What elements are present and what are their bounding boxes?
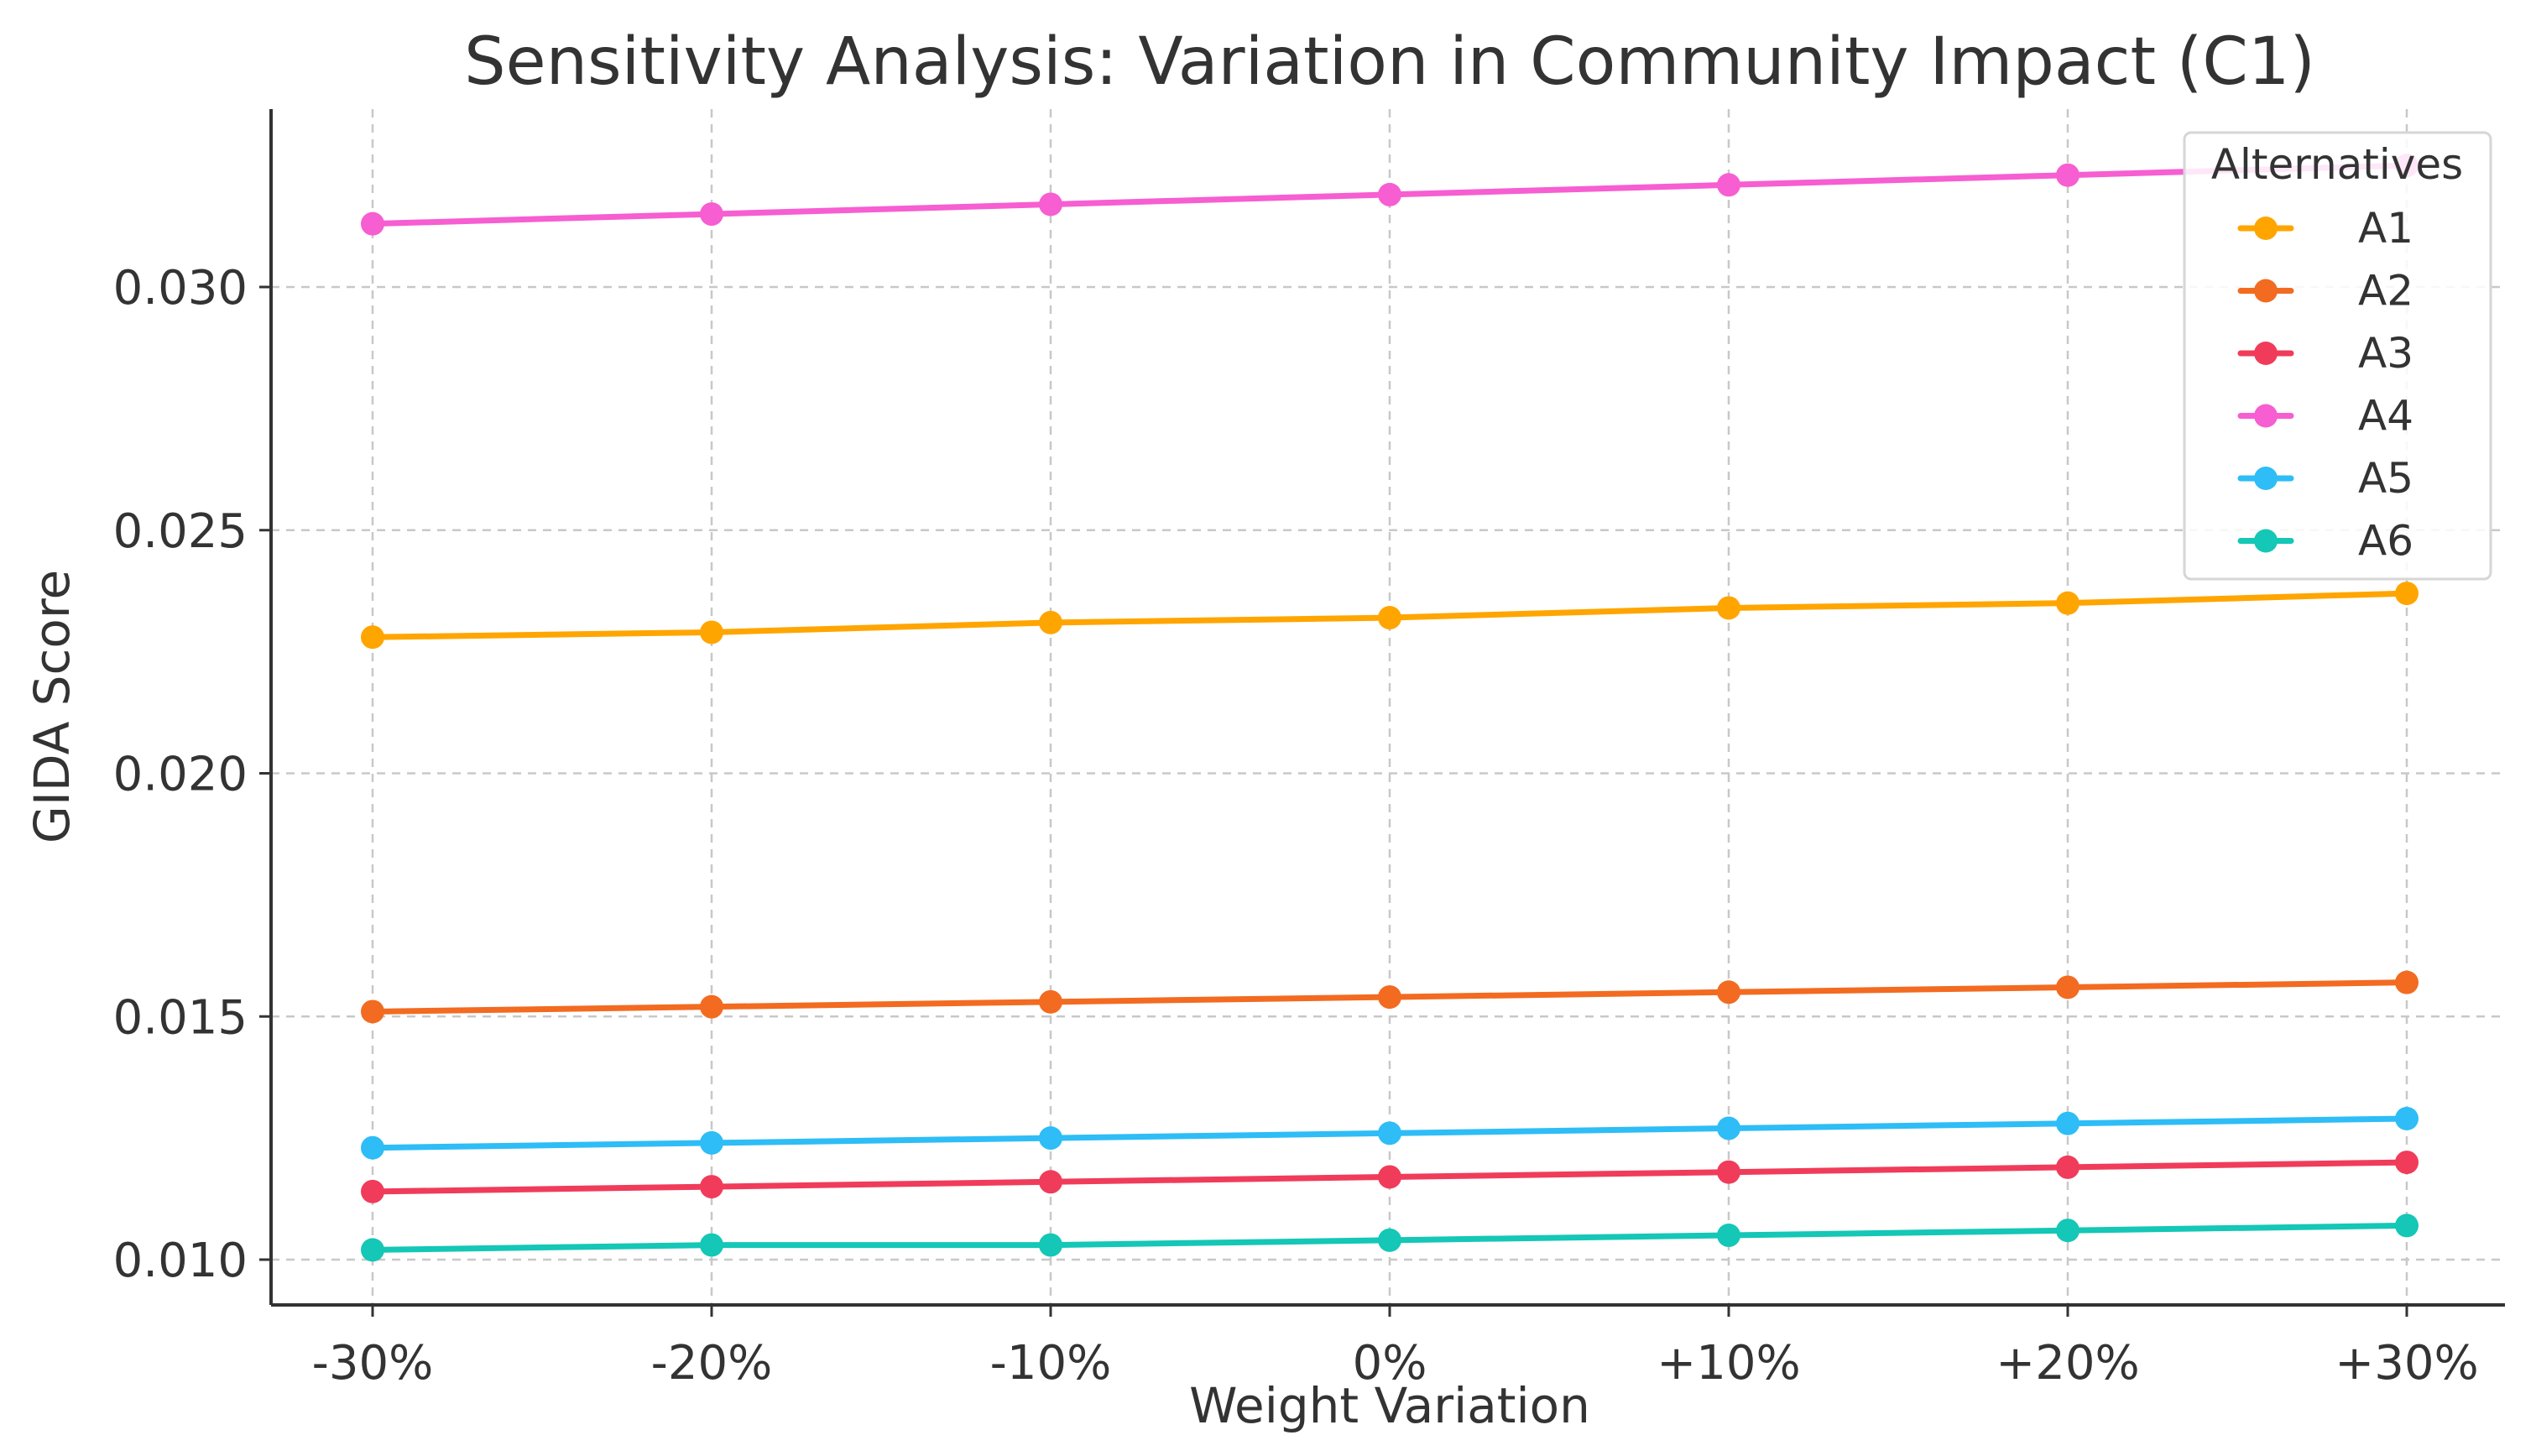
- series-a5: [361, 1106, 2419, 1160]
- legend-entries: A1 A2 A3 A4 A5 A6: [2237, 204, 2413, 566]
- y-tick-label: 0.015: [113, 990, 248, 1045]
- legend-box: [2183, 131, 2492, 581]
- y-axis-label: GIDA Score: [23, 570, 81, 843]
- data-point-a1: [700, 620, 723, 645]
- legend-title: Alternatives: [2211, 140, 2463, 189]
- legend-swatch-marker: [2254, 467, 2278, 490]
- legend-entry-a4: A4: [2237, 392, 2413, 441]
- data-point-a5: [1378, 1121, 1401, 1145]
- data-point-a5: [1039, 1126, 1062, 1151]
- legend-entry-a2: A2: [2237, 267, 2413, 316]
- legend-swatch-marker: [2254, 342, 2278, 365]
- data-point-a5: [361, 1135, 384, 1160]
- data-point-a2: [1717, 980, 1740, 1005]
- data-point-a1: [1378, 606, 1401, 630]
- data-point-a2: [2395, 970, 2419, 994]
- data-point-a6: [2395, 1213, 2419, 1238]
- legend-label: A6: [2358, 517, 2413, 566]
- legend-entry-a6: A6: [2237, 517, 2413, 566]
- data-point-a2: [2056, 975, 2079, 999]
- data-point-a6: [361, 1238, 384, 1262]
- data-point-a5: [700, 1130, 723, 1155]
- data-point-a1: [361, 625, 384, 650]
- legend-swatch-marker: [2254, 529, 2278, 553]
- data-point-a4: [2056, 163, 2079, 187]
- data-point-a6: [700, 1233, 723, 1257]
- legend: Alternatives A1 A2 A3 A4 A5 A6: [2183, 131, 2492, 581]
- data-point-a1: [1717, 596, 1740, 620]
- data-point-a5: [2056, 1111, 2079, 1135]
- data-point-a3: [1039, 1170, 1062, 1194]
- data-point-a3: [361, 1179, 384, 1203]
- y-tick-label: 0.020: [113, 748, 248, 802]
- legend-swatch-marker: [2254, 404, 2278, 428]
- series-group: [361, 154, 2419, 1262]
- data-point-a1: [2056, 591, 2079, 615]
- data-point-a4: [1378, 182, 1401, 206]
- x-tick-label: -30%: [312, 1336, 434, 1391]
- data-point-a6: [1039, 1233, 1062, 1257]
- series-a3: [361, 1151, 2419, 1203]
- legend-entry-a3: A3: [2237, 329, 2413, 378]
- y-tick-label: 0.025: [113, 504, 248, 559]
- legend-label: A3: [2358, 329, 2413, 378]
- legend-swatch-marker: [2254, 217, 2278, 240]
- legend-entry-a1: A1: [2237, 204, 2413, 253]
- legend-label: A4: [2358, 392, 2413, 441]
- x-tick-label: -20%: [651, 1336, 773, 1391]
- data-point-a6: [1717, 1224, 1740, 1248]
- chart-title: Sensitivity Analysis: Variation in Commu…: [464, 24, 2315, 100]
- x-tick-label: -10%: [990, 1336, 1112, 1391]
- data-point-a3: [2056, 1155, 2079, 1179]
- data-point-a6: [1378, 1228, 1401, 1252]
- legend-swatch-marker: [2254, 279, 2278, 303]
- data-point-a2: [700, 994, 723, 1019]
- x-tick-label: +10%: [1657, 1336, 1800, 1391]
- legend-label: A5: [2358, 454, 2413, 503]
- data-point-a5: [1717, 1116, 1740, 1140]
- x-axis-label: Weight Variation: [1189, 1377, 1590, 1434]
- series-a6: [361, 1213, 2419, 1262]
- data-point-a3: [1717, 1160, 1740, 1184]
- series-a2: [361, 970, 2419, 1024]
- data-point-a3: [2395, 1151, 2419, 1175]
- y-axis-ticks: 0.010 0.015 0.020 0.025 0.030: [113, 261, 271, 1288]
- data-point-a1: [2395, 582, 2419, 606]
- data-point-a3: [1378, 1165, 1401, 1189]
- series-a1: [361, 582, 2419, 650]
- x-axis-ticks: -30% -20% -10% 0% +10% +20% +30%: [312, 1305, 2479, 1391]
- data-point-a4: [1717, 173, 1740, 197]
- x-tick-label: +20%: [1996, 1336, 2139, 1391]
- data-point-a4: [700, 202, 723, 227]
- data-point-a2: [1378, 985, 1401, 1010]
- data-point-a3: [700, 1175, 723, 1199]
- data-point-a5: [2395, 1106, 2419, 1130]
- data-point-a4: [1039, 192, 1062, 217]
- data-point-a2: [1039, 989, 1062, 1014]
- data-point-a1: [1039, 610, 1062, 634]
- x-tick-label: +30%: [2335, 1336, 2478, 1391]
- legend-entry-a5: A5: [2237, 454, 2413, 503]
- y-tick-label: 0.030: [113, 261, 248, 316]
- legend-label: A2: [2358, 267, 2413, 316]
- data-point-a6: [2056, 1219, 2079, 1243]
- data-point-a2: [361, 999, 384, 1024]
- data-point-a4: [361, 211, 384, 236]
- legend-label: A1: [2358, 204, 2413, 253]
- y-tick-label: 0.010: [113, 1234, 248, 1288]
- x-tick-label: 0%: [1353, 1336, 1427, 1391]
